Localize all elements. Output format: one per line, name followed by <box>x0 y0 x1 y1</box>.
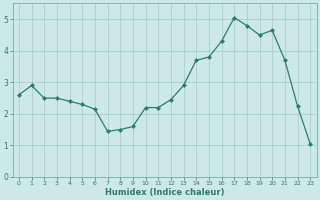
X-axis label: Humidex (Indice chaleur): Humidex (Indice chaleur) <box>105 188 224 197</box>
